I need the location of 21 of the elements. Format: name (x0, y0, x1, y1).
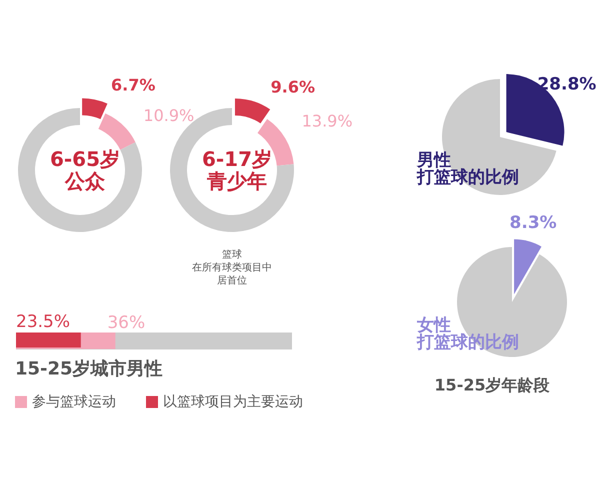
text: 6-17岁 (202, 147, 272, 171)
legend-label: 以篮球项目为主要运动 (163, 394, 303, 410)
data-label: 13.9% (302, 111, 353, 130)
text: 公众 (64, 169, 106, 193)
text: 篮球 (222, 248, 242, 260)
text: 在所有球类项目中 (192, 262, 272, 274)
text: 15-25岁城市男性 (15, 358, 163, 380)
text: 15-25岁年龄段 (434, 376, 551, 394)
text: 青少年 (206, 169, 267, 193)
legend-label: 参与篮球运动 (32, 394, 116, 410)
data-label: 23.5% (16, 312, 70, 332)
data-label: 10.9% (143, 106, 194, 125)
text: 6-65岁 (50, 147, 120, 171)
data-label: 6.7% (110, 75, 156, 94)
text: 打篮球的比例 (416, 332, 519, 352)
data-label: 8.3% (510, 212, 557, 233)
data-label: 9.6% (270, 77, 316, 96)
data-label: 28.8% (537, 74, 596, 94)
text: 打篮球的比例 (416, 168, 519, 188)
data-label: 36% (107, 313, 146, 333)
text: 居首位 (217, 274, 247, 286)
